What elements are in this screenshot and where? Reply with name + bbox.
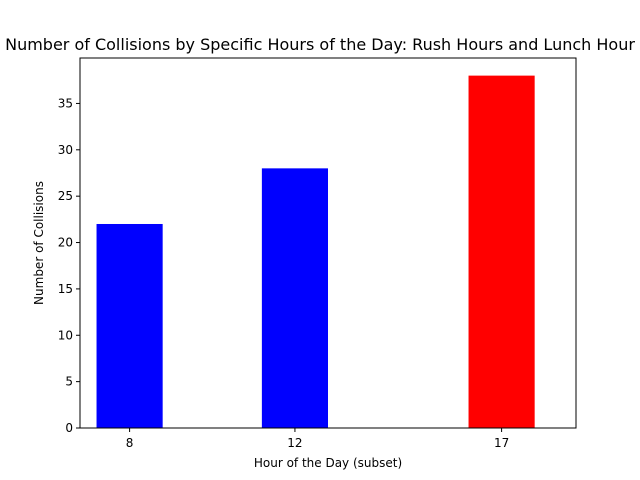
bars-group	[96, 75, 535, 428]
y-tick-label: 25	[58, 189, 73, 203]
plot-area-frame	[79, 57, 577, 429]
bar-hour-17	[468, 75, 535, 428]
y-tick-label: 20	[58, 236, 73, 250]
y-tick-label: 30	[58, 143, 73, 157]
x-tick-label: 8	[126, 436, 134, 450]
x-tick-label: 12	[287, 436, 302, 450]
chart-title: Number of Collisions by Specific Hours o…	[5, 35, 635, 54]
y-tick-label: 10	[58, 328, 73, 342]
x-axis-ticks: 8 12 17	[126, 428, 509, 450]
y-axis-ticks: 0 5 10 15 20 25 30 35	[58, 96, 80, 435]
y-tick-label: 0	[65, 421, 73, 435]
bar-hour-12	[261, 168, 328, 428]
y-tick-label: 5	[65, 375, 73, 389]
y-tick-label: 15	[58, 282, 73, 296]
y-axis-label: Number of Collisions	[32, 181, 46, 305]
bar-hour-8	[96, 223, 163, 428]
x-tick-label: 17	[494, 436, 509, 450]
y-tick-label: 35	[58, 96, 73, 110]
x-axis-label: Hour of the Day (subset)	[254, 456, 402, 470]
